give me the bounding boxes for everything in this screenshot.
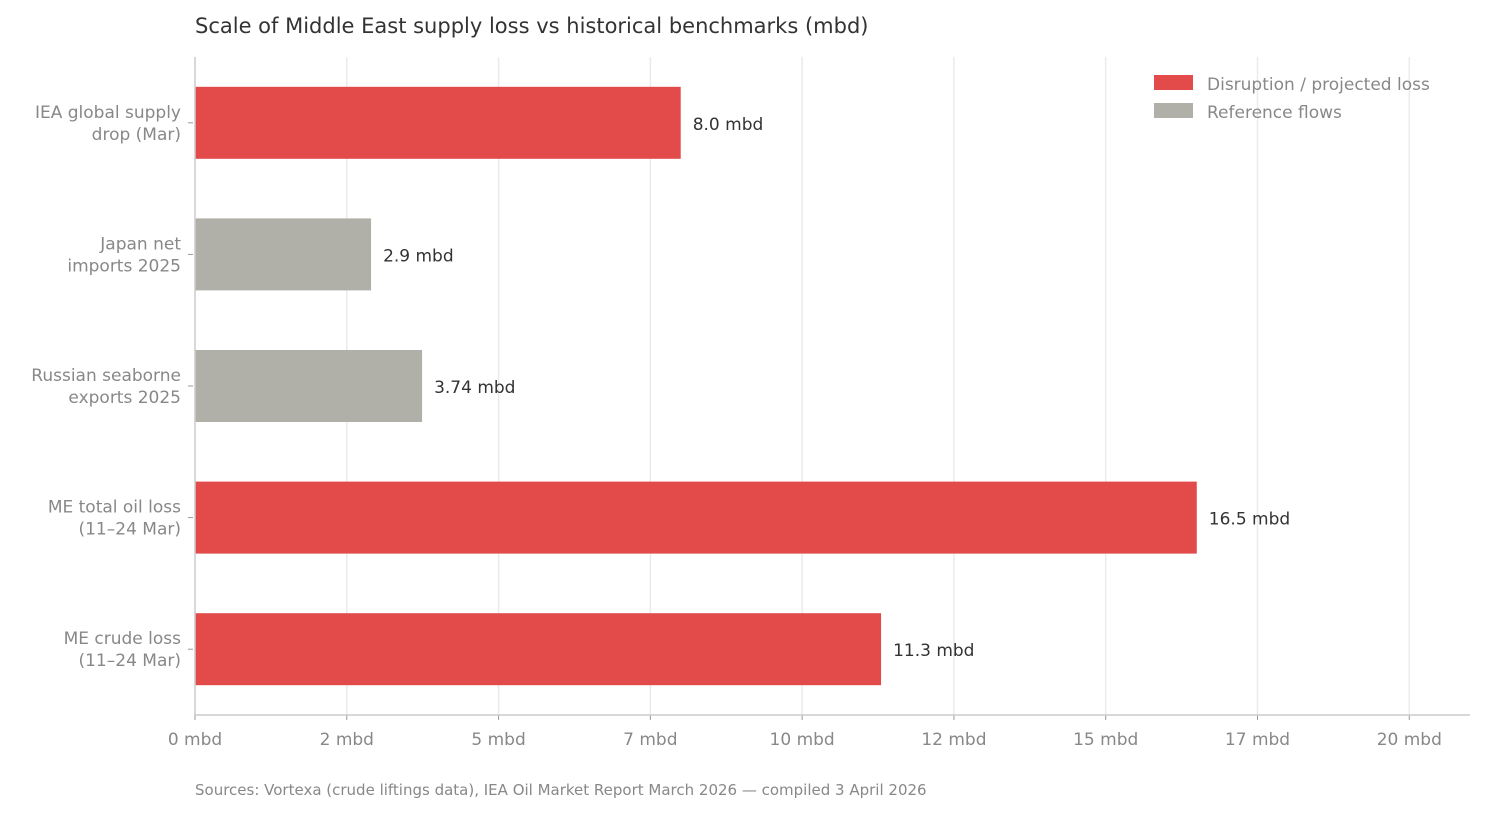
y-tick-label-line: drop (Mar) [92, 125, 181, 145]
data-label: 16.5 mbd [1209, 510, 1290, 530]
x-tick-label: 7 mbd [623, 730, 677, 750]
x-tick-label: 17 mbd [1225, 730, 1290, 750]
y-tick-label: ME total oil loss (11–24 Mar) [48, 498, 181, 540]
data-label: 8.0 mbd [693, 115, 764, 135]
y-tick-label-line: (11–24 Mar) [78, 520, 181, 540]
y-tick-label-line: ME crude loss [64, 629, 182, 649]
x-tick-label: 0 mbd [168, 730, 222, 750]
data-label: 3.74 mbd [434, 378, 515, 398]
x-tick-label: 5 mbd [471, 730, 525, 750]
data-label: 11.3 mbd [893, 641, 974, 661]
x-tick-label: 10 mbd [770, 730, 835, 750]
y-tick-label-line: exports 2025 [68, 388, 181, 408]
bar [195, 350, 423, 422]
source-note: Sources: Vortexa (crude liftings data), … [195, 781, 927, 799]
data-label: 2.9 mbd [383, 246, 454, 266]
y-tick-label-line: IEA global supply [35, 103, 181, 123]
bar [195, 86, 681, 159]
bar [195, 481, 1197, 554]
y-tick-label-line: ME total oil loss [48, 498, 181, 518]
legend-swatch [1154, 75, 1193, 90]
legend-swatch [1154, 103, 1193, 118]
bar [195, 218, 372, 291]
x-tick-label: 20 mbd [1377, 730, 1442, 750]
bars: 8.0 mbd 2.9 mbd 3.74 mbd 16.5 mbd 11.3 mbd [195, 86, 1290, 686]
chart-title: Scale of Middle East supply loss vs hist… [195, 14, 868, 38]
legend: Disruption / projected loss Reference flo… [1154, 75, 1430, 123]
y-tick-label: Japan net imports 2025 [67, 234, 181, 276]
bar [195, 613, 882, 686]
y-tick-label-line: Russian seaborne [31, 366, 181, 386]
legend-label: Reference flows [1207, 103, 1342, 123]
y-tick-label: IEA global supply drop (Mar) [35, 103, 181, 145]
x-tick-label: 2 mbd [320, 730, 374, 750]
y-tick-label-line: Japan net [99, 234, 181, 254]
y-tick-label: ME crude loss (11–24 Mar) [64, 629, 182, 671]
y-tick-label: Russian seaborne exports 2025 [31, 366, 181, 408]
axes: 0 mbd 2 mbd 5 mbd 7 mbd 10 mbd 12 mbd 15 mbd 17… [31, 57, 1470, 750]
y-tick-label-line: imports 2025 [67, 256, 181, 276]
x-tick-label: 12 mbd [921, 730, 986, 750]
gridlines [346, 57, 1411, 715]
y-tick-label-line: (11–24 Mar) [78, 651, 181, 671]
x-tick-label: 15 mbd [1073, 730, 1138, 750]
legend-label: Disruption / projected loss [1207, 75, 1430, 95]
